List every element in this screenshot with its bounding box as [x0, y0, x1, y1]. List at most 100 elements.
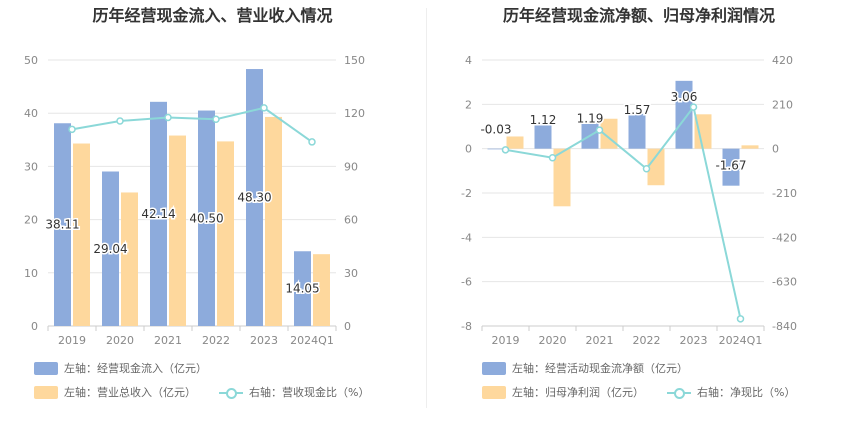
x-tick-label: 2021	[154, 334, 182, 347]
line-point	[260, 104, 268, 112]
panel-divider	[426, 8, 427, 408]
legend-item-series-2[interactable]: 左轴：归母净利润（亿元）	[482, 384, 644, 400]
bar-series-1	[150, 101, 167, 326]
y-tick-label-left: 0	[31, 320, 38, 333]
y-tick-label-left: 30	[24, 160, 38, 173]
legend-line-icon	[219, 386, 243, 399]
data-label: 48.30	[237, 191, 271, 205]
line-point	[308, 138, 316, 146]
line-series-3	[71, 106, 313, 143]
y-tick-label-right: -630	[772, 276, 797, 289]
x-tick-label: 2022	[633, 334, 661, 347]
y-tick-label-right: 210	[772, 98, 793, 111]
line-point	[116, 117, 124, 125]
chart-cash-inflow-revenue: 0 10 20 30 40 50 0 30 60 90 120 150 2019 2020 2021 2022…	[24, 54, 365, 347]
y-tick-label-right: -840	[772, 320, 797, 333]
legend-item-series-1[interactable]: 左轴：经营活动现金流净额（亿元）	[482, 360, 688, 376]
y-tick-label-left: -8	[461, 320, 472, 333]
legend-label: 左轴：经营活动现金流净额（亿元）	[512, 362, 688, 375]
bar-series-2	[121, 192, 138, 326]
data-label: 3.06	[671, 90, 698, 104]
y-tick-label-right: 0	[772, 143, 779, 156]
legend-label: 左轴：归母净利润（亿元）	[512, 386, 644, 399]
legend-item-series-3[interactable]: 右轴：营收现金比（%）	[219, 384, 369, 400]
line-point	[595, 126, 604, 134]
y-tick-label-left: -2	[461, 187, 472, 200]
y-tick-label-right: 60	[344, 214, 358, 227]
x-tick-label: 2024Q1	[290, 334, 334, 347]
y-tick-label-left: 20	[24, 214, 38, 227]
data-label: 42.14	[141, 207, 175, 221]
bar-series-1	[722, 148, 740, 186]
bar-series-1	[628, 113, 646, 149]
y-tick-label-right: 420	[772, 54, 793, 67]
legend-line-icon	[667, 386, 691, 399]
data-label: 1.57	[624, 103, 651, 117]
legend-swatch	[34, 385, 58, 399]
y-tick-label-left: 2	[465, 98, 472, 111]
legend: 左轴：经营现金流入（亿元） 左轴：营业总收入（亿元） 右轴：营收现金比（%）	[34, 360, 424, 400]
y-tick-label-left: 4	[465, 54, 472, 67]
chart-title: 历年经营现金流净额、归母净利润情况	[502, 6, 775, 25]
line-point	[642, 164, 651, 173]
chart-net-cash-profit: -8 -6 -4 -2 0 2 4 -840 -630 -420 -210 0 210 420 2019 20…	[461, 54, 797, 347]
x-tick-label: 2020	[539, 334, 567, 347]
data-label: 38.11	[45, 218, 79, 232]
data-label: -1.67	[715, 159, 746, 173]
bar-series-2	[741, 145, 759, 149]
bar-series-2	[265, 116, 282, 326]
bar-series-1	[198, 110, 215, 326]
legend-label: 左轴：经营现金流入（亿元）	[64, 362, 207, 375]
line-point	[689, 103, 698, 111]
legend-swatch	[482, 361, 506, 375]
x-tick-label: 2024Q1	[719, 334, 763, 347]
data-label: 40.50	[189, 211, 223, 225]
legend-label: 左轴：营业总收入（亿元）	[64, 386, 196, 399]
y-tick-label-left: 40	[24, 107, 38, 120]
y-tick-label-right: 0	[344, 320, 351, 333]
line-series-3	[505, 104, 742, 320]
line-point	[501, 146, 510, 154]
chart-panel-cash-inflow: 历年经营现金流入、营业收入情况 0 10 20 30 40 50 0 30 60 90 120 150…	[24, 6, 424, 400]
y-tick-label-right: 30	[344, 267, 358, 280]
bar-series-2	[506, 136, 524, 149]
legend-swatch	[34, 361, 58, 375]
y-tick-label-left: -4	[461, 231, 472, 244]
bar-series-2	[73, 143, 90, 326]
data-label: -0.03	[480, 122, 511, 136]
legend-swatch	[482, 385, 506, 399]
x-tick-label: 2023	[680, 334, 708, 347]
data-label: 29.04	[93, 242, 127, 256]
bar-series-1	[102, 171, 119, 326]
y-tick-label-left: 0	[465, 143, 472, 156]
x-tick-label: 2019	[58, 334, 86, 347]
bar-series-1	[246, 69, 263, 326]
legend-item-series-3[interactable]: 右轴：净现比（%）	[667, 384, 795, 400]
x-tick-label: 2019	[492, 334, 520, 347]
y-tick-label-right: 120	[344, 107, 365, 120]
line-point	[164, 113, 172, 122]
y-tick-label-left: 50	[24, 54, 38, 67]
legend-label: 右轴：营收现金比（%）	[249, 386, 370, 399]
legend-label: 右轴：净现比（%）	[697, 386, 796, 399]
y-tick-label-right: -420	[772, 231, 797, 244]
line-point	[736, 315, 745, 323]
legend-item-series-2[interactable]: 左轴：营业总收入（亿元）	[34, 384, 196, 400]
bar-series-2	[169, 135, 186, 326]
bar-series-1	[487, 148, 505, 150]
bar-series-1	[534, 123, 552, 149]
data-label: 14.05	[285, 282, 319, 296]
bar-series-2	[694, 114, 712, 149]
line-point	[68, 125, 76, 134]
x-tick-label: 2020	[106, 334, 134, 347]
bar-series-2	[217, 141, 234, 326]
legend-item-series-1[interactable]: 左轴：经营现金流入（亿元）	[34, 360, 207, 376]
x-tick-label: 2023	[250, 334, 278, 347]
chart-panel-net-cash: 历年经营现金流净额、归母净利润情况 -8 -6 -4 -2 0 2 4 -840 -630 -42…	[428, 0, 850, 437]
y-tick-label-right: 150	[344, 54, 365, 67]
bar-series-2	[647, 148, 665, 186]
x-tick-label: 2021	[586, 334, 614, 347]
bar-series-1	[294, 251, 311, 326]
bar-series-2	[313, 254, 330, 326]
x-tick-label: 2022	[202, 334, 230, 347]
